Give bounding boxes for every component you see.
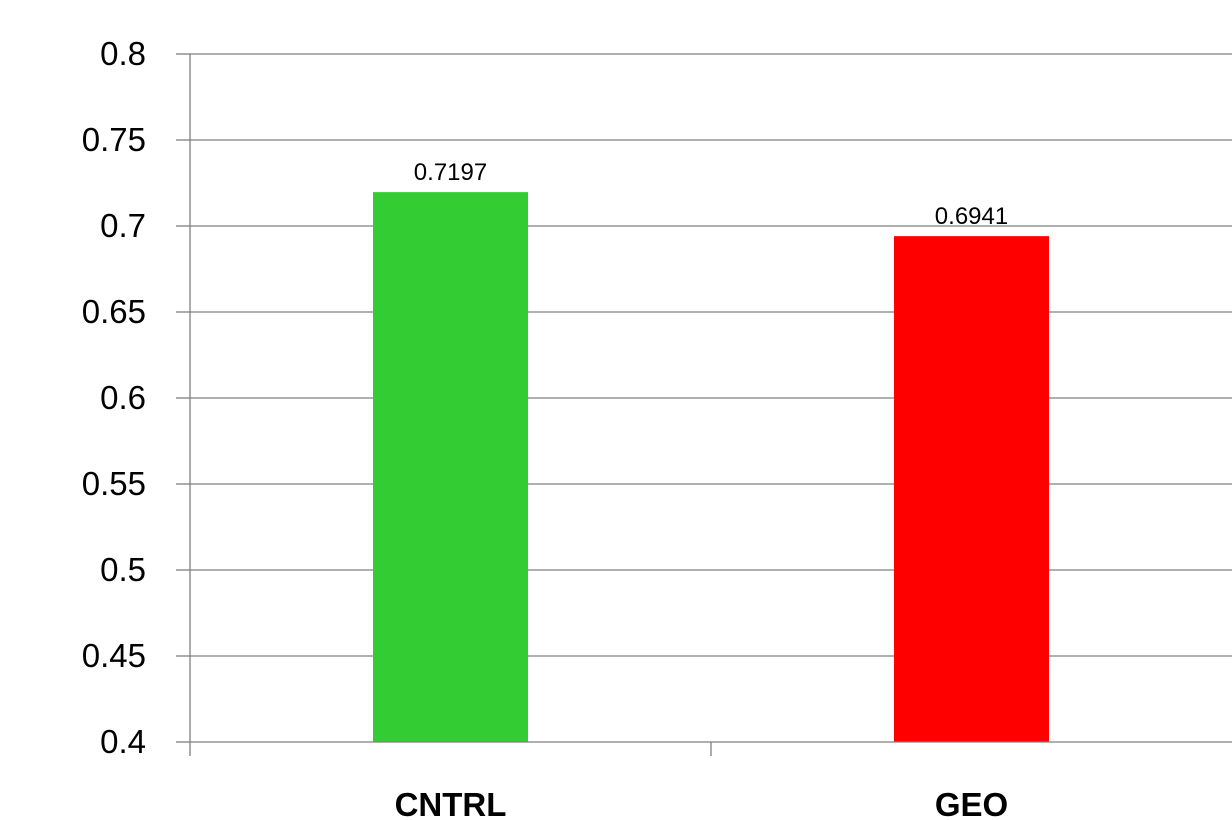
bar-cntrl	[373, 192, 528, 743]
gridlines	[190, 53, 1232, 657]
bars	[373, 192, 1049, 743]
data-label-cntrl: 0.7197	[414, 159, 487, 186]
y-tick-label: 0.5	[100, 551, 146, 588]
axes	[176, 53, 1232, 756]
y-tick-label: 0.65	[82, 293, 146, 330]
bar-geo	[894, 236, 1049, 742]
y-tick-label: 0.6	[100, 379, 146, 416]
y-tick-label: 0.45	[82, 637, 146, 674]
x-category-label: GEO	[935, 786, 1008, 820]
y-tick-label: 0.4	[100, 723, 146, 760]
y-tick-label: 0.7	[100, 207, 146, 244]
data-label-geo: 0.6941	[935, 203, 1008, 230]
x-category-label: CNTRL	[395, 786, 507, 820]
labels: 0.4 0.45 0.5 0.55 0.6 0.65 0.7 0.75 0.8 0.7197 CNT…	[82, 35, 1008, 820]
y-tick-label: 0.75	[82, 121, 146, 158]
y-tick-label: 0.8	[100, 35, 146, 72]
y-tick-label: 0.55	[82, 465, 146, 502]
